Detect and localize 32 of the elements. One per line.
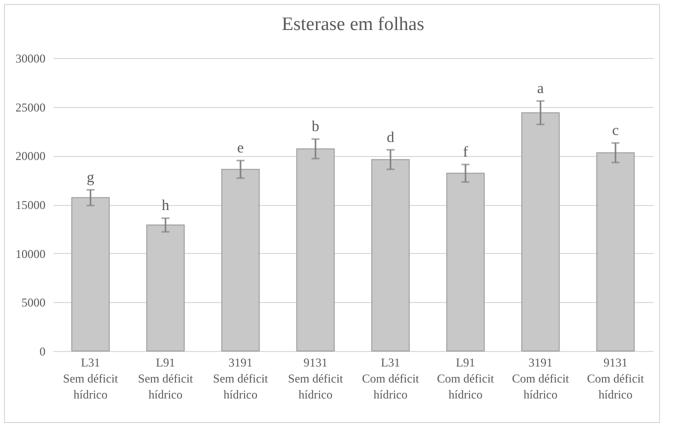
x-tick-label: 9131 Com déficit hídrico [587, 356, 645, 402]
bar [521, 112, 560, 352]
bar [221, 168, 260, 352]
bar [296, 148, 335, 352]
y-tick-label: 5000 [22, 296, 46, 310]
bar [596, 152, 635, 352]
bar [71, 197, 110, 352]
x-tick-label: L31 Sem déficit hídrico [63, 356, 119, 402]
annotation: f [463, 144, 468, 160]
x-tick-label: L91 Sem déficit hídrico [138, 356, 194, 402]
y-tick-label: 30000 [16, 52, 46, 66]
annotation: b [312, 119, 320, 136]
y-tick-label: 10000 [16, 246, 46, 261]
x-tick-label: 9131 Sem déficit hídrico [288, 356, 344, 402]
y-tick-label: 0 [40, 344, 46, 358]
y-tick-label: 25000 [16, 100, 46, 114]
annotation: d [386, 130, 395, 146]
x-tick-label: L91 Com déficit hídrico [437, 356, 495, 402]
annotation: e [237, 140, 244, 157]
chart-title: Esterase em folhas [282, 14, 424, 35]
y-tick-label: 20000 [16, 149, 46, 164]
annotation: c [612, 122, 620, 139]
y-tick-label: 15000 [16, 198, 46, 212]
annotation: g [86, 170, 95, 186]
x-tick-label: 3191 Com déficit hídrico [512, 356, 570, 402]
bar [146, 224, 185, 352]
bar [446, 172, 485, 352]
annotation: h [162, 198, 170, 214]
bar [371, 159, 410, 352]
x-tick-label: L31 Com déficit hídrico [362, 356, 420, 402]
x-tick-label: 3191 Sem déficit hídrico [213, 356, 269, 402]
annotation: a [537, 80, 544, 97]
